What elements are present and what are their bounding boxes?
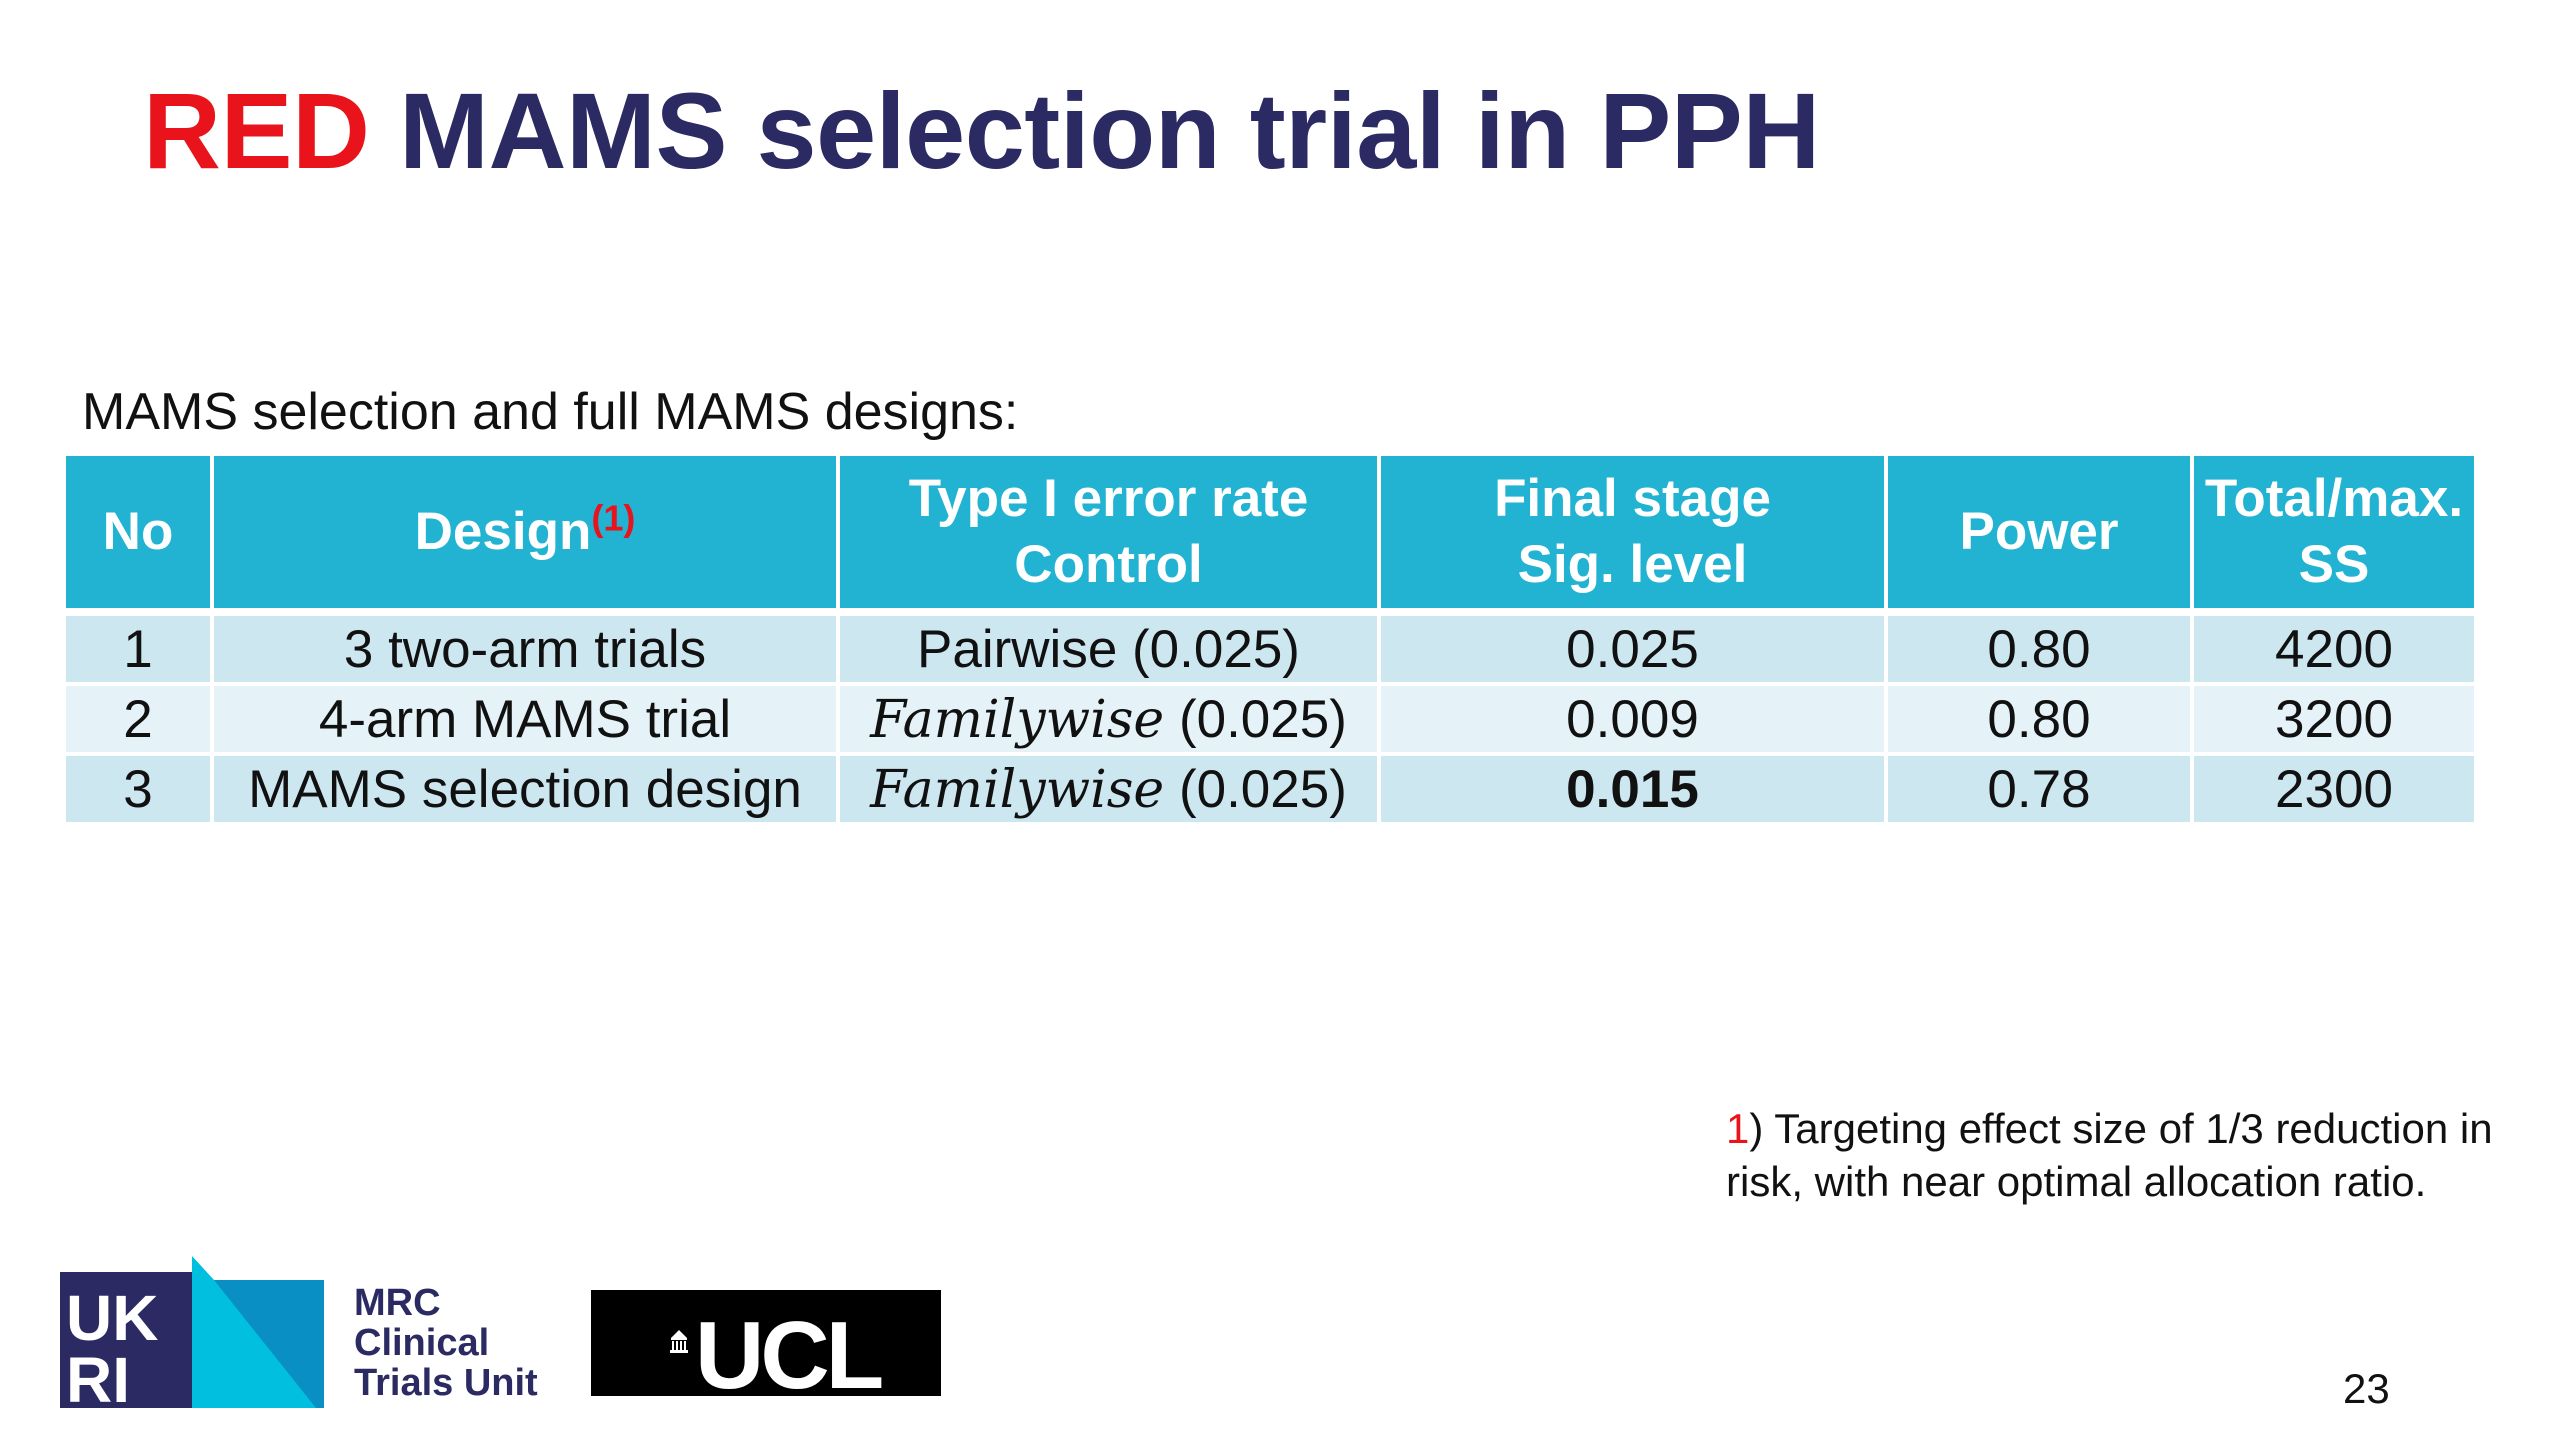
cell-error-control: Pairwise (0.025) (836, 608, 1381, 686)
cell-power: 0.80 (1884, 608, 2194, 686)
cell-no: 3 (62, 752, 214, 826)
header-power: Power (1884, 452, 2194, 614)
table-row: 2 4-arm MAMS trial Familywise (0.025) 0.… (62, 682, 2478, 756)
cell-design: 3 two-arm trials (210, 608, 840, 686)
table-row: 3 MAMS selection design Familywise (0.02… (62, 752, 2478, 826)
table-row: 1 3 two-arm trials Pairwise (0.025) 0.02… (62, 608, 2478, 686)
ukri-logo: UK RI (60, 1256, 324, 1416)
cell-sig-level: 0.025 (1377, 608, 1888, 686)
designs-table: No Design(1) Type I error rate Control Fi… (62, 452, 2478, 826)
cell-power: 0.78 (1884, 752, 2194, 826)
ukri-text-top: UK (66, 1282, 158, 1354)
cell-no: 2 (62, 682, 214, 756)
ucl-logo: UCL (591, 1290, 941, 1409)
cell-sig-level: 0.009 (1377, 682, 1888, 756)
cell-sig-level: 0.015 (1377, 752, 1888, 826)
title-red-word: RED (143, 70, 370, 191)
title-main-text: MAMS selection trial in PPH (399, 70, 1820, 191)
ucl-wordmark: UCL (695, 1302, 882, 1396)
header-final-stage-sig-level: Final stage Sig. level (1377, 452, 1888, 614)
footnote-marker: 1 (1726, 1105, 1750, 1152)
header-error-rate-control: Type I error rate Control (836, 452, 1381, 614)
mrc-line-3: Trials Unit (354, 1362, 538, 1404)
header-total-max-ss: Total/max. SS (2190, 452, 2478, 614)
cell-sample-size: 3200 (2190, 682, 2478, 756)
cell-power: 0.80 (1884, 682, 2194, 756)
footnote-text: ) Targeting effect size of 1/3 reduction… (1726, 1105, 2493, 1205)
cell-sample-size: 2300 (2190, 752, 2478, 826)
cell-error-control: Familywise (0.025) (836, 682, 1381, 756)
mrc-line-1: MRC (354, 1282, 441, 1324)
slide-title: RED MAMS selection trial in PPH (143, 68, 1820, 193)
page-number: 23 (2343, 1365, 2390, 1412)
footnote-ref: (1) (591, 497, 636, 539)
cell-no: 1 (62, 608, 214, 686)
ukri-text-bottom: RI (66, 1344, 130, 1410)
mrc-line-2: Clinical (354, 1322, 490, 1364)
mrc-ctu-logo: MRC Clinical Trials Unit (354, 1283, 538, 1403)
cell-design: 4-arm MAMS trial (210, 682, 840, 756)
table-header-row: No Design(1) Type I error rate Control Fi… (62, 452, 2478, 614)
footnote: 1) Targeting effect size of 1/3 reductio… (1726, 1102, 2526, 1208)
cell-error-control: Familywise (0.025) (836, 752, 1381, 826)
portico-icon (670, 1330, 688, 1353)
header-no: No (62, 452, 214, 614)
cell-sample-size: 4200 (2190, 608, 2478, 686)
header-design: Design(1) (210, 452, 840, 614)
cell-design: MAMS selection design (210, 752, 840, 826)
table-caption: MAMS selection and full MAMS designs: (82, 383, 1019, 441)
